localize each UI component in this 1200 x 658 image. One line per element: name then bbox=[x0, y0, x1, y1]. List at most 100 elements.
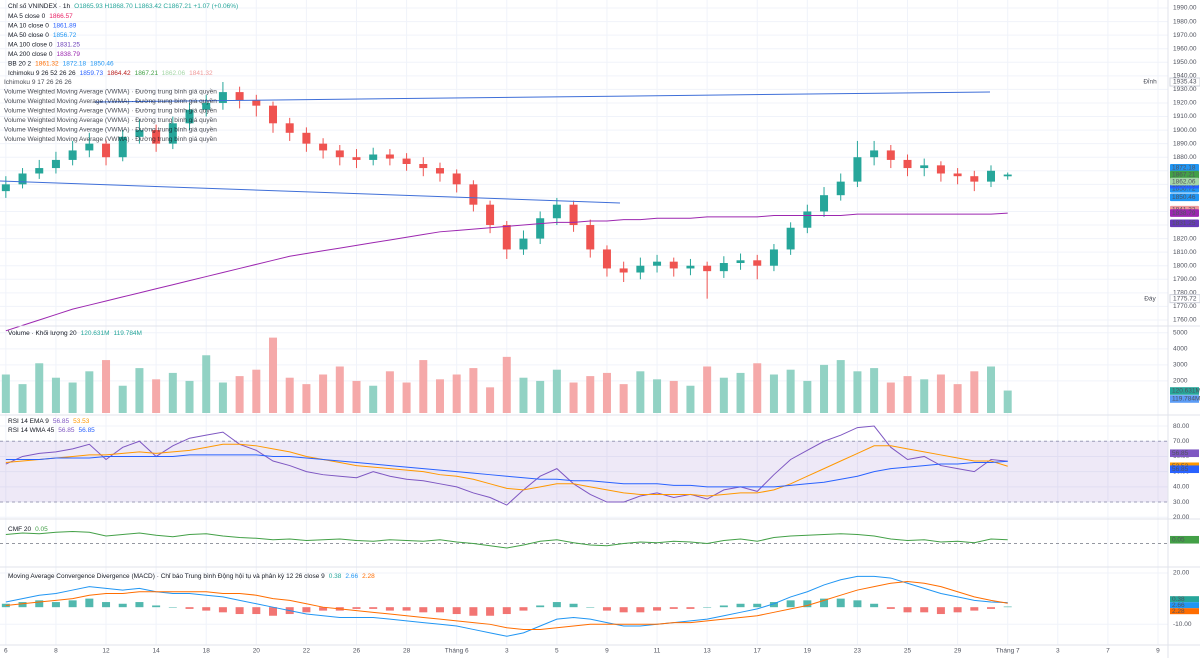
cmf-line bbox=[5, 530, 1008, 549]
macd-badge-label: 2.28 bbox=[1172, 608, 1185, 615]
macd-histogram bbox=[218, 607, 227, 613]
candle-body bbox=[619, 268, 628, 273]
volume-badge-label: 119.784M bbox=[1172, 396, 1200, 403]
price-badge-label: 1831.25 bbox=[1172, 220, 1196, 227]
volume-bar bbox=[953, 384, 962, 413]
volume-bar bbox=[35, 363, 44, 413]
legend-value: 1831.25 bbox=[56, 41, 80, 48]
x-tick-label: 14 bbox=[153, 648, 161, 655]
volume-bar bbox=[769, 374, 778, 413]
macd-histogram bbox=[552, 602, 561, 608]
macd-badge bbox=[1170, 596, 1199, 603]
pane-value: 56.85 bbox=[58, 427, 75, 434]
rsi-badge bbox=[1170, 449, 1199, 458]
macd-histogram bbox=[352, 607, 361, 609]
legend-row: RSI 14 EMA 9 56.85 53.53 bbox=[8, 418, 90, 425]
macd-histogram bbox=[602, 607, 611, 611]
volume-bar bbox=[252, 369, 261, 413]
pane-value: 0.05 bbox=[35, 526, 48, 533]
macd-histogram bbox=[803, 600, 812, 608]
volume-bar bbox=[636, 371, 645, 413]
volume-bar bbox=[202, 355, 211, 413]
pane-value: 53.53 bbox=[73, 418, 90, 425]
candle-body bbox=[686, 265, 695, 269]
macd-histogram bbox=[486, 607, 495, 616]
macd-histogram bbox=[903, 607, 912, 613]
y-tick-label: 1910.00 bbox=[1173, 113, 1197, 120]
x-tick-label: 9 bbox=[605, 648, 609, 655]
volume-bar bbox=[970, 371, 979, 413]
candle-body bbox=[135, 130, 144, 137]
legend-row: Volume · Khối lượng 20 120.631M 119.784M bbox=[8, 328, 142, 337]
price-badge bbox=[1170, 209, 1199, 217]
pane-title: RSI 14 WMA 45 bbox=[8, 427, 55, 434]
macd-histogram bbox=[953, 607, 962, 613]
candle-body bbox=[920, 165, 929, 169]
y-tick-label: 1890.00 bbox=[1173, 140, 1197, 147]
candle-body bbox=[435, 168, 444, 174]
candle-body bbox=[586, 225, 595, 250]
legend-name: BB 20 2 bbox=[8, 60, 32, 67]
y-tick-label: 2000 bbox=[1173, 378, 1188, 385]
macd-histogram bbox=[85, 598, 94, 608]
x-tick-label: Tháng 6 bbox=[445, 648, 469, 655]
candle-body bbox=[836, 181, 845, 196]
x-tick-label: 11 bbox=[654, 648, 661, 655]
candle-body bbox=[703, 265, 712, 272]
y-tick-label: 20.00 bbox=[1173, 570, 1190, 577]
macd-histogram bbox=[586, 607, 595, 608]
price-badge-label: 1867.21 bbox=[1172, 171, 1196, 178]
macd-histogram bbox=[619, 607, 628, 613]
macd-histogram bbox=[987, 607, 996, 609]
x-tick-label: 7 bbox=[1106, 648, 1110, 655]
volume-bar bbox=[586, 376, 595, 413]
candle-body bbox=[319, 143, 328, 151]
volume-bar bbox=[786, 369, 795, 413]
volume-bar bbox=[269, 337, 278, 413]
volume-bar bbox=[486, 387, 495, 413]
volume-bar bbox=[602, 372, 611, 413]
volume-bar bbox=[719, 377, 728, 413]
volume-bar bbox=[836, 360, 845, 413]
candle-body bbox=[152, 130, 161, 144]
extreme-badge bbox=[1169, 294, 1200, 304]
macd-histogram bbox=[636, 607, 645, 613]
y-tick-label: 1810.00 bbox=[1173, 249, 1197, 256]
volume-bar bbox=[870, 368, 879, 413]
candle-body bbox=[385, 154, 394, 159]
price-badge bbox=[1170, 219, 1199, 228]
candle-body bbox=[602, 249, 611, 269]
faint-label: Volume Weighted Moving Average (VWMA) · … bbox=[4, 87, 217, 96]
macd-histogram bbox=[920, 607, 929, 613]
legend-row: MA 5 close 0 1866.57 bbox=[8, 13, 73, 20]
candle-body bbox=[786, 227, 795, 250]
legend-value: 1864.42 bbox=[107, 70, 131, 77]
candle-body bbox=[886, 150, 895, 160]
volume-bar bbox=[519, 377, 528, 413]
macd-histogram bbox=[369, 607, 378, 609]
macd-histogram bbox=[235, 607, 244, 615]
macd-histogram bbox=[51, 602, 60, 608]
x-tick-label: 3 bbox=[505, 648, 509, 655]
candle-body bbox=[218, 92, 227, 103]
macd-histogram bbox=[502, 607, 511, 615]
ohlc: O1865.93 H1868.70 L1863.42 C1867.21 +1.0… bbox=[74, 3, 238, 10]
macd-histogram bbox=[686, 607, 695, 609]
x-tick-label: 25 bbox=[904, 648, 912, 655]
faint-label: Volume Weighted Moving Average (VWMA) · … bbox=[4, 125, 217, 134]
extreme-value: 1935.43 bbox=[1173, 79, 1197, 86]
volume-bar bbox=[452, 374, 461, 413]
macd-histogram bbox=[118, 603, 127, 608]
legend-name: MA 100 close 0 bbox=[8, 41, 53, 48]
legend-value: 1856.72 bbox=[53, 32, 77, 39]
pane-value: 56.85 bbox=[79, 427, 96, 434]
legend-value: 1861.32 bbox=[35, 60, 59, 67]
candle-body bbox=[519, 238, 528, 250]
candle-body bbox=[1003, 174, 1012, 177]
x-tick-label: Tháng 7 bbox=[996, 648, 1020, 655]
plot bbox=[0, 82, 1168, 637]
pane-value: 56.85 bbox=[53, 418, 70, 425]
y-tick-label: 70.00 bbox=[1173, 438, 1190, 445]
macd-histogram bbox=[35, 600, 44, 608]
